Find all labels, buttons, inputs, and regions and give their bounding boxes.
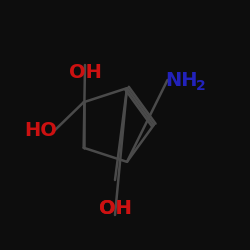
Text: OH: OH (98, 198, 132, 218)
Text: 2: 2 (196, 79, 206, 93)
Text: HO: HO (24, 120, 58, 140)
Text: OH: OH (98, 198, 132, 218)
Text: NH: NH (165, 70, 198, 90)
Text: OH: OH (68, 62, 102, 82)
